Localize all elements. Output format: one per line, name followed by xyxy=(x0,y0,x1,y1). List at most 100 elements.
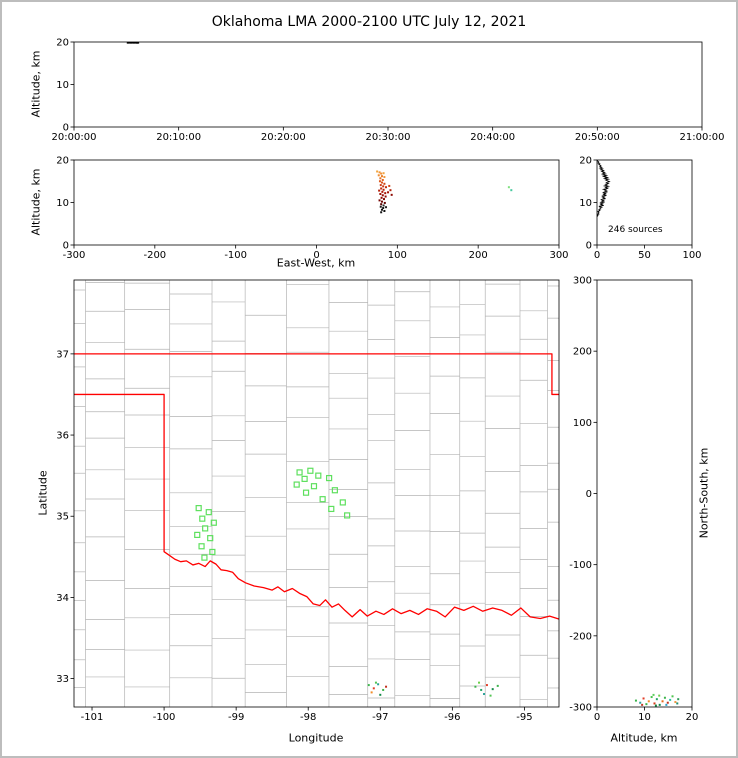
source-point xyxy=(133,42,137,44)
source-point xyxy=(130,42,134,44)
x-tick-label: -95 xyxy=(516,712,532,723)
x-tick-label: -101 xyxy=(81,712,104,723)
source-point xyxy=(641,703,644,706)
source-point xyxy=(370,691,373,694)
lma-station-marker xyxy=(210,519,217,526)
x-tick-label: 20:40:00 xyxy=(470,132,515,143)
lma-station-marker xyxy=(202,525,209,532)
source-point xyxy=(650,696,653,699)
x-tick-label: -100 xyxy=(153,712,176,723)
source-point xyxy=(510,189,513,192)
source-point xyxy=(385,206,388,209)
source-point xyxy=(377,683,380,686)
source-point xyxy=(378,189,381,192)
x-tick-label: 100 xyxy=(682,250,701,261)
lma-station-marker xyxy=(315,472,322,479)
ns-panel-ylabel: North-South, km xyxy=(697,447,711,539)
source-point xyxy=(379,693,382,696)
source-count-annotation: 246 sources xyxy=(608,225,663,235)
y-tick-label: -300 xyxy=(569,703,592,714)
lma-station-marker xyxy=(331,487,338,494)
source-point xyxy=(489,694,492,697)
y-tick-label: 36 xyxy=(56,431,69,442)
source-point xyxy=(380,203,383,206)
source-point xyxy=(507,186,510,189)
state-border-line xyxy=(74,353,559,396)
y-tick-label: 10 xyxy=(579,198,592,209)
y-tick-label: 35 xyxy=(56,512,69,523)
state-border-line xyxy=(74,393,559,620)
source-point xyxy=(483,693,486,696)
y-tick-label: 200 xyxy=(573,347,592,358)
plot-area-ns_height xyxy=(634,693,680,707)
source-point xyxy=(652,693,655,696)
source-point xyxy=(380,175,383,178)
y-tick-label: 100 xyxy=(573,418,592,429)
lma-station-marker xyxy=(319,496,326,503)
source-point xyxy=(378,199,381,202)
x-tick-label: -100 xyxy=(224,250,247,261)
source-point xyxy=(645,703,648,706)
plot-area-ew_height xyxy=(376,170,513,214)
source-point xyxy=(372,687,375,690)
source-histogram-line xyxy=(597,160,611,217)
map-xlabel: Longitude xyxy=(288,731,344,745)
source-point xyxy=(381,190,384,193)
source-point xyxy=(666,701,669,704)
source-point xyxy=(390,193,393,196)
source-point xyxy=(385,685,388,688)
source-point xyxy=(135,42,138,44)
y-tick-label: 10 xyxy=(56,198,69,209)
source-point xyxy=(380,172,383,175)
lma-station-marker xyxy=(296,469,303,476)
source-point xyxy=(674,701,677,704)
x-tick-label: 21:00:00 xyxy=(680,132,725,143)
source-point xyxy=(478,681,481,684)
ew-panel-xlabel: East-West, km xyxy=(276,256,356,270)
source-point xyxy=(383,201,386,204)
y-tick-label: -200 xyxy=(569,631,592,642)
lma-station-marker xyxy=(207,535,214,542)
panel-border xyxy=(596,279,693,708)
x-tick-label: 0 xyxy=(594,712,600,723)
source-point xyxy=(380,211,383,214)
panel-border xyxy=(73,159,560,246)
x-tick-label: -97 xyxy=(372,712,388,723)
source-point xyxy=(379,177,382,180)
plot-area-alt_histogram xyxy=(597,160,611,217)
y-tick-label: 20 xyxy=(56,38,69,49)
source-point xyxy=(669,698,672,701)
lma-station-marker xyxy=(199,515,206,522)
time-panel-ylabel: Altitude, km xyxy=(29,50,43,118)
source-point xyxy=(388,184,391,187)
x-tick-label: 10 xyxy=(638,712,651,723)
x-tick-label: 20:50:00 xyxy=(575,132,620,143)
source-point xyxy=(389,189,392,192)
source-point xyxy=(379,184,382,187)
x-tick-label: 20:00:00 xyxy=(52,132,97,143)
source-point xyxy=(385,186,388,189)
y-tick-label: -100 xyxy=(569,560,592,571)
source-point xyxy=(380,181,383,184)
source-point xyxy=(658,703,661,706)
source-point xyxy=(480,688,483,691)
x-tick-label: 100 xyxy=(388,250,407,261)
lma-station-marker xyxy=(293,481,300,488)
source-point xyxy=(496,684,499,687)
x-tick-label: -98 xyxy=(300,712,316,723)
y-tick-label: 0 xyxy=(63,241,69,252)
source-point xyxy=(377,174,380,177)
source-point xyxy=(634,699,637,702)
ns-panel-xlabel: Altitude, km xyxy=(610,731,678,745)
x-tick-label: 20 xyxy=(686,712,699,723)
panel-border xyxy=(73,279,560,708)
y-tick-label: 0 xyxy=(63,123,69,134)
source-point xyxy=(653,702,656,705)
y-tick-label: 0 xyxy=(586,241,592,252)
ew-panel-ylabel: Altitude, km xyxy=(29,168,43,236)
lma-station-marker xyxy=(310,483,318,490)
x-tick-label: 50 xyxy=(638,250,651,261)
source-point xyxy=(381,178,384,181)
figure-title: Oklahoma LMA 2000-2100 UTC July 12, 2021 xyxy=(211,14,527,30)
